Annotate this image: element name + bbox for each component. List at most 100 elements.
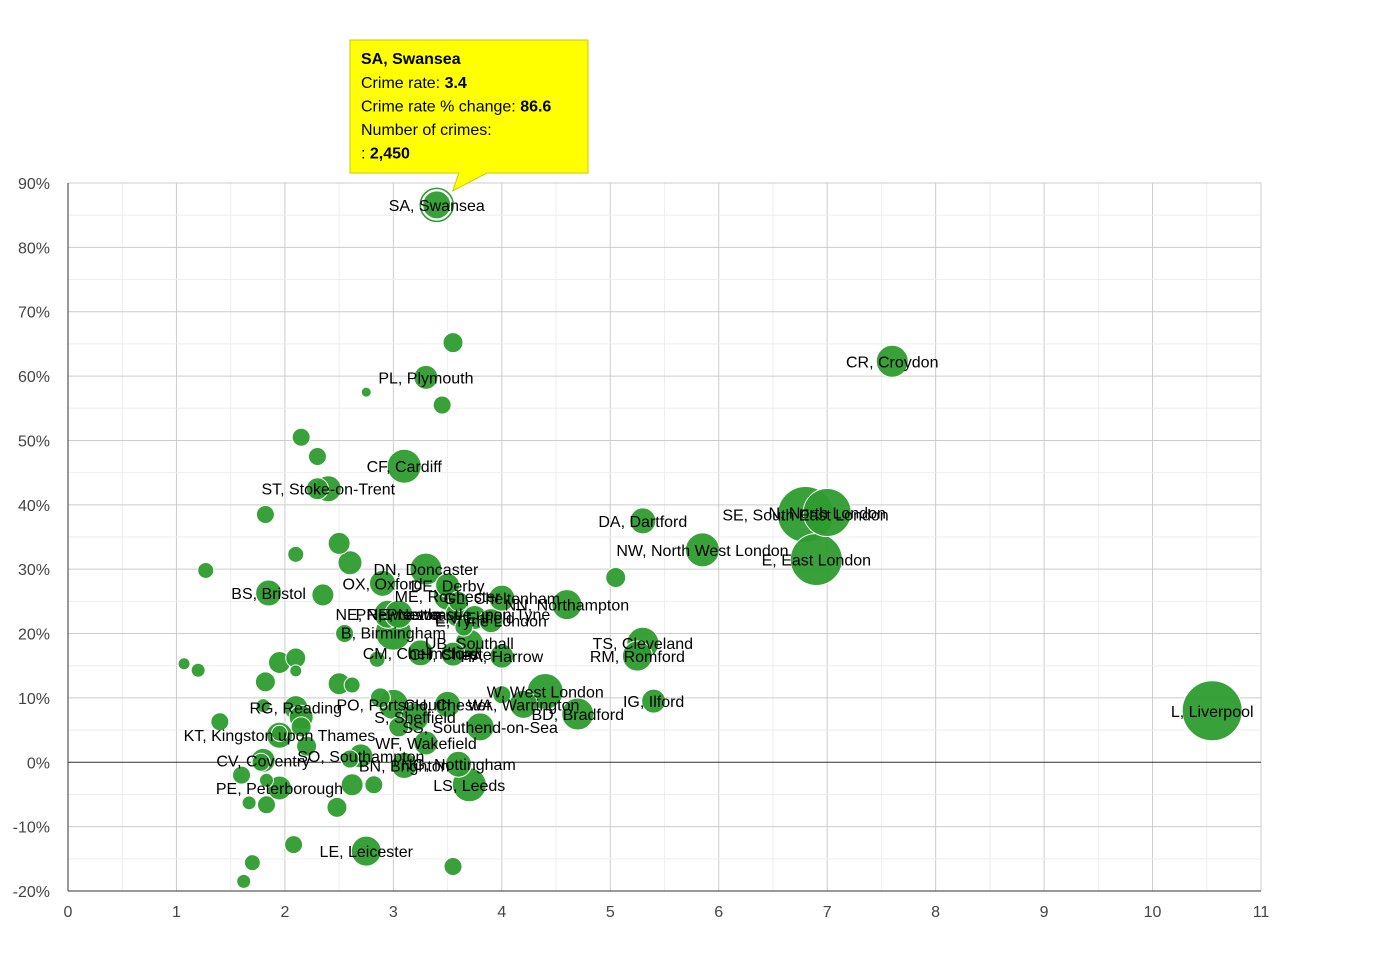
bubble-point[interactable] xyxy=(442,332,464,354)
bubble-point[interactable] xyxy=(1181,680,1243,742)
bubble-label: LE, Leicester xyxy=(320,844,414,861)
y-tick-label: 40% xyxy=(18,498,50,515)
bubble-point[interactable] xyxy=(177,657,191,671)
bubble-point[interactable] xyxy=(307,447,327,467)
bubble-point[interactable] xyxy=(343,676,361,694)
bubble-point[interactable] xyxy=(197,561,215,579)
bubble-point[interactable] xyxy=(447,590,469,612)
bubble-point[interactable] xyxy=(340,749,360,769)
tooltip-row-value: 2,450 xyxy=(370,146,410,163)
y-tick-label: 70% xyxy=(18,305,50,322)
bubble-point[interactable] xyxy=(369,569,397,597)
bubble-label: S, Sheffield xyxy=(374,710,456,727)
bubble-point[interactable] xyxy=(327,531,351,555)
bubble-point[interactable] xyxy=(409,552,443,586)
bubble-label: LS, Leeds xyxy=(433,778,505,795)
bubble-label: RG, Reading xyxy=(250,701,343,718)
bubble-point[interactable] xyxy=(422,190,452,220)
x-tick-label: 9 xyxy=(1040,904,1049,921)
bubble-point[interactable] xyxy=(190,662,206,678)
bubble-point[interactable] xyxy=(290,716,312,738)
bubble-label: CM, Chelmsford xyxy=(363,646,479,663)
bubble-point[interactable] xyxy=(258,772,274,788)
x-tick-label: 4 xyxy=(497,904,506,921)
bubble-point[interactable] xyxy=(802,488,852,538)
bubble-point[interactable] xyxy=(444,750,472,778)
bubble-label: E, Tyne London xyxy=(435,614,547,631)
bubble-point[interactable] xyxy=(236,873,252,889)
bubble-label: BS, Bristol xyxy=(231,586,306,603)
bubble-point[interactable] xyxy=(251,752,271,772)
bubble-point[interactable] xyxy=(386,448,422,484)
bubble-point[interactable] xyxy=(432,395,452,415)
bubble-label: HA, Harrow xyxy=(460,649,543,666)
bubble-point[interactable] xyxy=(488,584,516,612)
bubble-point[interactable] xyxy=(384,599,414,629)
bubble-point[interactable] xyxy=(684,532,720,568)
bubble-point[interactable] xyxy=(364,775,384,795)
bubble-point[interactable] xyxy=(241,795,257,811)
bubble-point[interactable] xyxy=(305,477,329,501)
bubble-point[interactable] xyxy=(629,507,657,535)
bubble-point[interactable] xyxy=(388,716,410,738)
bubble-point[interactable] xyxy=(368,650,386,668)
bubble-point[interactable] xyxy=(605,567,627,589)
bubble-point[interactable] xyxy=(255,698,271,714)
tooltip-row-label: Crime rate % change: xyxy=(361,99,520,116)
bubble-point[interactable] xyxy=(875,344,909,378)
bubble-point[interactable] xyxy=(326,796,348,818)
bubble-point[interactable] xyxy=(641,688,667,714)
bubble-point[interactable] xyxy=(255,579,283,607)
bubble-point[interactable] xyxy=(254,671,276,693)
bubble-point[interactable] xyxy=(360,386,372,398)
bubble-label: OX, Oxford xyxy=(343,576,423,593)
bubble-point[interactable] xyxy=(210,712,230,732)
bubble-point[interactable] xyxy=(478,608,504,634)
x-tick-label: 1 xyxy=(172,904,181,921)
x-tick-label: 5 xyxy=(606,904,615,921)
bubble-point[interactable] xyxy=(509,689,539,719)
bubble-label: NW, North West London xyxy=(616,543,788,560)
bubble-point[interactable] xyxy=(255,504,275,524)
bubble-point[interactable] xyxy=(256,795,276,815)
bubble-point[interactable] xyxy=(243,854,261,872)
bubble-point[interactable] xyxy=(413,364,439,390)
bubble-point[interactable] xyxy=(284,835,304,855)
bubble-point[interactable] xyxy=(311,583,335,607)
bubble-point[interactable] xyxy=(335,624,355,644)
bubble-point[interactable] xyxy=(434,690,462,718)
bubble-point[interactable] xyxy=(551,589,583,621)
bubble-point[interactable] xyxy=(561,697,595,731)
bubble-point[interactable] xyxy=(270,724,288,742)
bubble-point[interactable] xyxy=(454,617,474,637)
bubble-point[interactable] xyxy=(289,664,303,678)
bubble-point[interactable] xyxy=(413,730,439,756)
bubble-label: TS, Cleveland xyxy=(593,636,694,653)
bubble-point[interactable] xyxy=(291,427,311,447)
bubble-point[interactable] xyxy=(489,643,515,669)
bubble-label: BD, Bradford xyxy=(531,707,623,724)
bubble-point[interactable] xyxy=(337,550,363,576)
bubble-point[interactable] xyxy=(350,835,382,867)
bubble-point[interactable] xyxy=(621,640,653,672)
bubble-point[interactable] xyxy=(390,751,418,779)
x-tick-label: 0 xyxy=(64,904,73,921)
y-tick-label: 20% xyxy=(18,627,50,644)
bubble-point[interactable] xyxy=(465,712,495,742)
bubble-point[interactable] xyxy=(232,765,252,785)
bubble-label: NG, Nottingham xyxy=(401,757,516,774)
bubble-point[interactable] xyxy=(369,687,391,709)
bubble-point[interactable] xyxy=(287,545,305,563)
bubble-label: NE, Newcastle xyxy=(335,607,440,624)
bubble-point[interactable] xyxy=(440,641,466,667)
bubble-label: DN, Doncaster xyxy=(373,562,479,579)
bubble-point[interactable] xyxy=(443,857,463,877)
bubble-point[interactable] xyxy=(435,572,461,598)
bubble-point[interactable] xyxy=(340,773,364,797)
bubble-point[interactable] xyxy=(492,685,512,705)
bubble-point[interactable] xyxy=(296,735,318,757)
tooltip: SA, Swansea Crime rate: 3.4 Crime rate % c… xyxy=(349,39,589,192)
bubble-label: N, North London xyxy=(768,506,885,523)
bubble-point[interactable] xyxy=(406,639,434,667)
bubble-label: GL, Cheltenham xyxy=(444,591,561,608)
